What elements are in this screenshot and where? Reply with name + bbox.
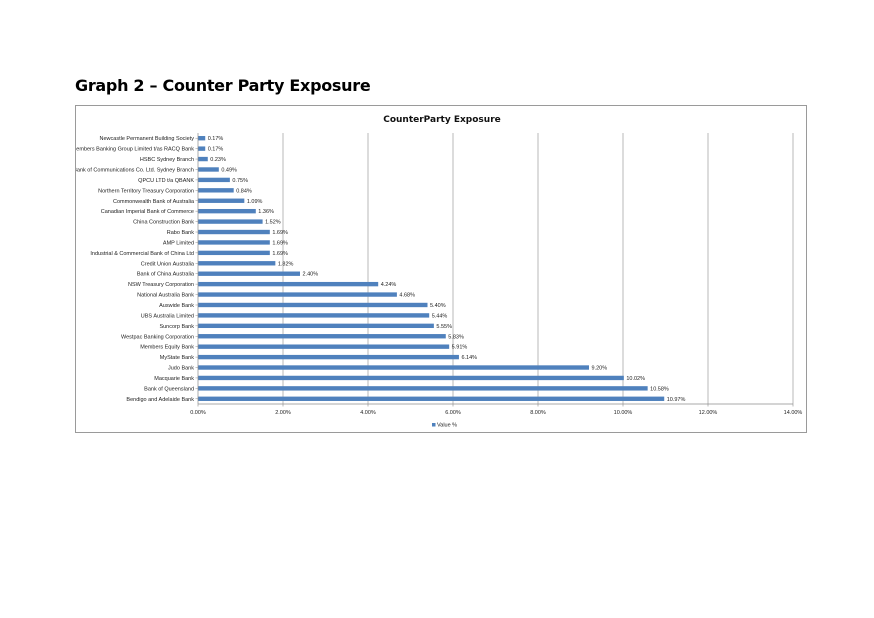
category-label: Commonwealth Bank of Australia xyxy=(113,199,195,205)
category-label: Bendigo and Adelaide Bank xyxy=(126,397,194,403)
category-label: Bank of Queensland xyxy=(144,386,194,392)
bar xyxy=(198,396,665,401)
category-label: Rabo Bank xyxy=(167,230,194,236)
bar xyxy=(198,334,446,339)
bar xyxy=(198,136,206,141)
category-label: QPCU LTD t/a QBANK xyxy=(138,178,194,184)
bar xyxy=(198,250,270,256)
x-tick-label: 2.00% xyxy=(275,410,291,416)
data-label: 1.69% xyxy=(272,240,288,246)
category-label: UBS Australia Limited xyxy=(141,313,194,319)
bar xyxy=(198,386,648,391)
x-axis: 0.00% 2.00% 4.00% 6.00% 8.00% 10.00% 12.00% 14.… xyxy=(190,133,802,416)
x-tick-label: 12.00% xyxy=(699,410,718,416)
bar xyxy=(198,375,624,381)
category-label: Members Banking Group Limited t/as RACQ … xyxy=(76,147,194,153)
bar xyxy=(198,354,459,360)
data-label: 1.69% xyxy=(272,251,288,257)
category-label: Canadian Imperial Bank of Commerce xyxy=(101,209,194,215)
bar xyxy=(198,146,206,151)
category-label: Northern Territory Treasury Corporation xyxy=(98,188,194,194)
category-label: NSW Treasury Corporation xyxy=(128,282,194,288)
category-label: Westpac Banking Corporation xyxy=(121,334,194,340)
category-label: Bank of China Australia xyxy=(137,272,195,278)
bars xyxy=(198,136,665,401)
value-labels: 0.17% 0.17% 0.23% 0.49% 0.75% 0.84% 1.09% 1.36%… xyxy=(208,136,686,403)
data-label: 1.52% xyxy=(265,220,281,226)
bar xyxy=(198,219,263,224)
data-label: 10.97% xyxy=(667,397,686,403)
category-label: Credit Union Australia xyxy=(141,261,195,267)
category-label: Macquarie Bank xyxy=(154,376,194,382)
data-label: 6.14% xyxy=(461,355,477,361)
data-label: 5.44% xyxy=(432,313,448,319)
category-labels: Newcastle Permanent Building Society Memb… xyxy=(76,136,195,403)
bar xyxy=(198,302,428,308)
category-label: Bank of Communications Co. Ltd. Sydney B… xyxy=(76,167,194,173)
chart-title: CounterParty Exposure xyxy=(383,115,501,125)
bar xyxy=(198,177,230,183)
data-label: 0.17% xyxy=(208,147,224,153)
x-tick-label: 4.00% xyxy=(360,410,376,416)
bar xyxy=(198,281,379,287)
data-label: 0.17% xyxy=(208,136,224,142)
category-label: HSBC Sydney Branch xyxy=(140,157,194,163)
data-label: 4.24% xyxy=(381,282,397,288)
legend: Value % xyxy=(432,423,457,429)
data-label: 0.75% xyxy=(232,178,248,184)
bar xyxy=(198,240,270,245)
data-label: 1.82% xyxy=(278,261,294,267)
chart-container: CounterParty Exposure Newcastle Permanen… xyxy=(75,105,807,433)
page-title: Graph 2 – Counter Party Exposure xyxy=(75,76,371,95)
data-label: 5.55% xyxy=(436,324,452,330)
category-label: Members Equity Bank xyxy=(140,345,194,351)
data-label: 5.83% xyxy=(448,334,464,340)
bar xyxy=(198,261,276,266)
bar xyxy=(198,229,270,235)
bar xyxy=(198,313,430,318)
legend-swatch xyxy=(432,423,436,427)
bar xyxy=(198,188,234,193)
data-label: 5.91% xyxy=(452,345,468,351)
data-label: 1.36% xyxy=(258,209,274,215)
x-tick-label: 14.00% xyxy=(784,410,803,416)
bar xyxy=(198,156,208,162)
x-tick-label: 6.00% xyxy=(445,410,461,416)
x-tick-label: 8.00% xyxy=(530,410,546,416)
bar xyxy=(198,292,397,297)
bar xyxy=(198,198,245,203)
category-label: Industrial & Commercial Bank of China Lt… xyxy=(90,251,194,257)
data-label: 4.68% xyxy=(399,293,415,299)
bar xyxy=(198,323,434,329)
category-label: AMP Limited xyxy=(163,240,194,246)
bar xyxy=(198,167,219,172)
category-label: China Construction Bank xyxy=(133,220,194,226)
bar-chart: CounterParty Exposure Newcastle Permanen… xyxy=(76,115,802,429)
bar xyxy=(198,208,256,214)
bar xyxy=(198,365,589,370)
category-label: MyState Bank xyxy=(160,355,194,361)
legend-label: Value % xyxy=(437,423,457,429)
x-tick-label: 0.00% xyxy=(190,410,206,416)
data-label: 0.23% xyxy=(210,157,226,163)
data-label: 2.40% xyxy=(303,272,319,278)
data-label: 5.40% xyxy=(430,303,446,309)
category-label: Judo Bank xyxy=(168,366,194,372)
data-label: 1.09% xyxy=(247,199,263,205)
data-label: 0.49% xyxy=(221,167,237,173)
bar xyxy=(198,271,300,276)
data-label: 10.02% xyxy=(626,376,645,382)
category-label: Auswide Bank xyxy=(159,303,194,309)
bar xyxy=(198,344,450,349)
x-tick-label: 10.00% xyxy=(614,410,633,416)
data-label: 1.69% xyxy=(272,230,288,236)
category-label: National Australia Bank xyxy=(137,293,194,299)
data-label: 0.84% xyxy=(236,188,252,194)
data-label: 9.20% xyxy=(592,366,608,372)
data-label: 10.58% xyxy=(650,386,669,392)
grid-lines xyxy=(282,133,794,404)
category-label: Suncorp Bank xyxy=(159,324,194,330)
category-label: Newcastle Permanent Building Society xyxy=(100,136,195,142)
